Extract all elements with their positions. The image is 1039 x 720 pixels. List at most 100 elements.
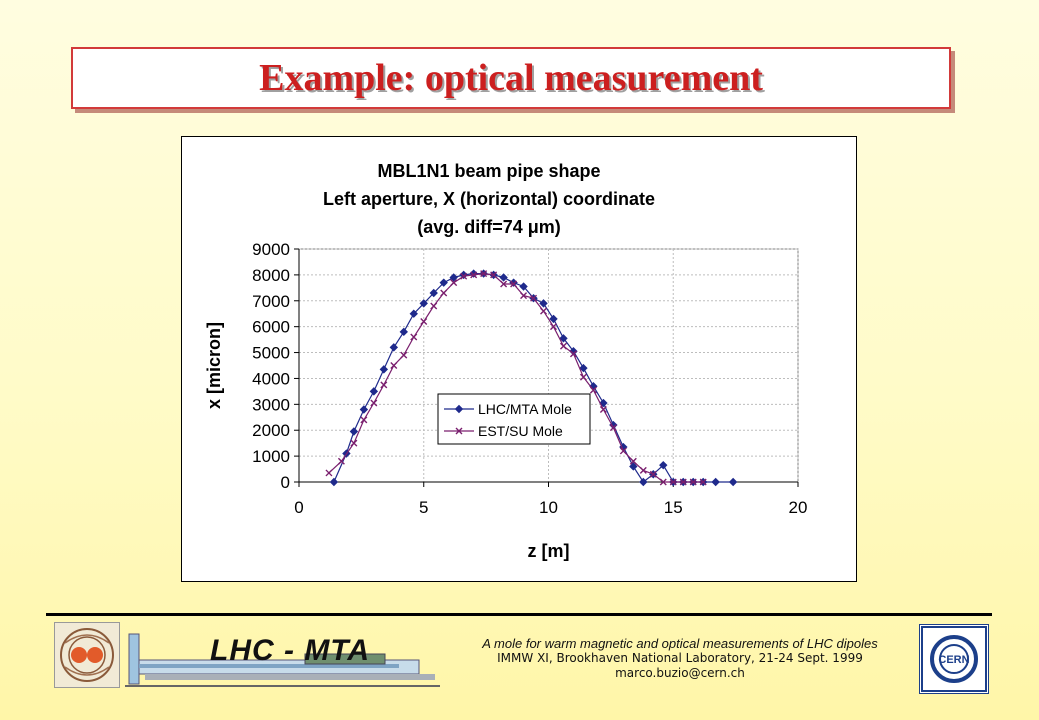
data-point xyxy=(337,457,345,465)
data-point xyxy=(619,447,627,455)
data-point xyxy=(659,478,667,486)
data-point xyxy=(325,469,333,477)
data-point xyxy=(429,288,438,298)
data-point xyxy=(440,289,448,297)
data-point xyxy=(599,406,607,414)
data-point xyxy=(669,478,677,486)
data-point xyxy=(699,478,707,486)
data-point xyxy=(430,302,438,310)
data-point xyxy=(389,343,399,352)
y-axis-label: x [micron] xyxy=(204,322,224,409)
data-point xyxy=(539,299,548,308)
data-point xyxy=(329,477,339,487)
x-tick-label: 0 xyxy=(294,498,303,517)
data-point xyxy=(410,333,418,341)
data-point xyxy=(520,292,528,300)
data-point xyxy=(369,387,379,396)
y-tick-label: 1000 xyxy=(252,447,290,466)
data-point xyxy=(470,271,478,279)
data-point xyxy=(549,323,557,331)
footer-text: A mole for warm magnetic and optical mea… xyxy=(445,636,915,681)
y-tick-label: 0 xyxy=(281,473,290,492)
data-point xyxy=(639,466,647,474)
data-point xyxy=(510,280,518,288)
x-tick-label: 10 xyxy=(539,498,558,517)
data-point xyxy=(370,399,378,407)
y-tick-label: 5000 xyxy=(252,344,290,363)
x-tick-label: 5 xyxy=(419,498,428,517)
chart-svg: MBL1N1 beam pipe shape Left aperture, X (… xyxy=(204,161,808,561)
data-point xyxy=(359,405,369,414)
data-point xyxy=(659,460,668,470)
data-point xyxy=(649,470,657,478)
data-point xyxy=(609,424,617,432)
data-point xyxy=(460,272,468,280)
y-tick-label: 2000 xyxy=(252,421,290,440)
magnet-field-logo xyxy=(54,622,120,688)
legend-entry: EST/SU Mole xyxy=(478,423,563,439)
y-tick-label: 8000 xyxy=(252,266,290,285)
slide-title: Example: optical measurement xyxy=(259,57,763,99)
data-point xyxy=(559,334,568,343)
data-point xyxy=(400,351,408,359)
data-point xyxy=(490,271,498,279)
data-point xyxy=(629,462,638,471)
chart-title-line: Left aperture, X (horizontal) coordinate xyxy=(323,189,655,209)
data-point xyxy=(599,398,608,408)
data-point xyxy=(439,278,448,287)
data-point xyxy=(629,457,637,465)
data-point xyxy=(569,350,577,358)
data-point xyxy=(589,386,597,394)
data-point xyxy=(419,299,428,308)
data-point xyxy=(499,273,508,282)
data-point xyxy=(540,307,548,315)
chart-title-line: (avg. diff=74 μm) xyxy=(417,217,561,237)
data-point xyxy=(711,477,720,487)
data-point xyxy=(679,478,687,486)
chart-title-line: MBL1N1 beam pipe shape xyxy=(377,161,600,181)
y-tick-label: 7000 xyxy=(252,292,290,311)
y-tick-label: 9000 xyxy=(252,240,290,259)
lhc-mta-logo-text: LHC - MTA xyxy=(210,634,371,667)
data-point xyxy=(449,273,458,282)
series-est-su-mole xyxy=(325,270,707,486)
footer-email: marco.buzio@cern.ch xyxy=(615,666,745,680)
y-tick-label: 3000 xyxy=(252,395,290,414)
data-point xyxy=(360,416,368,424)
legend-box xyxy=(437,393,591,445)
data-point xyxy=(380,381,388,389)
data-point xyxy=(349,427,359,436)
cern-logo-label: CERN xyxy=(938,654,969,666)
data-point xyxy=(409,309,418,318)
data-point xyxy=(530,294,538,302)
mole-device-illustration xyxy=(125,624,440,690)
legend-entry: LHC/MTA Mole xyxy=(478,401,572,417)
data-point xyxy=(559,342,567,350)
data-point xyxy=(480,270,488,278)
data-point xyxy=(519,282,528,291)
footer-venue: IMMW XI, Brookhaven National Laboratory,… xyxy=(497,651,863,665)
legend-marker xyxy=(454,404,464,414)
data-point xyxy=(689,478,697,486)
data-point xyxy=(379,365,389,374)
data-point xyxy=(728,477,738,487)
slide-title-box: Example: optical measurement xyxy=(71,47,951,109)
data-point xyxy=(500,280,508,288)
data-point xyxy=(549,314,558,324)
series-line xyxy=(333,273,734,483)
x-tick-label: 15 xyxy=(664,498,683,517)
data-point xyxy=(350,439,358,447)
legend-marker xyxy=(455,427,463,435)
x-axis-label: z [m] xyxy=(528,541,570,561)
footer-talk-title: A mole for warm magnetic and optical mea… xyxy=(482,636,878,651)
data-point xyxy=(420,317,428,325)
y-tick-label: 4000 xyxy=(252,369,290,388)
footer-divider xyxy=(46,613,992,616)
chart-frame: MBL1N1 beam pipe shape Left aperture, X (… xyxy=(181,136,857,582)
data-point xyxy=(579,363,588,373)
data-point xyxy=(450,279,458,287)
data-point xyxy=(639,477,648,487)
data-point xyxy=(399,327,408,337)
data-point xyxy=(390,362,398,369)
x-tick-label: 20 xyxy=(789,498,808,517)
